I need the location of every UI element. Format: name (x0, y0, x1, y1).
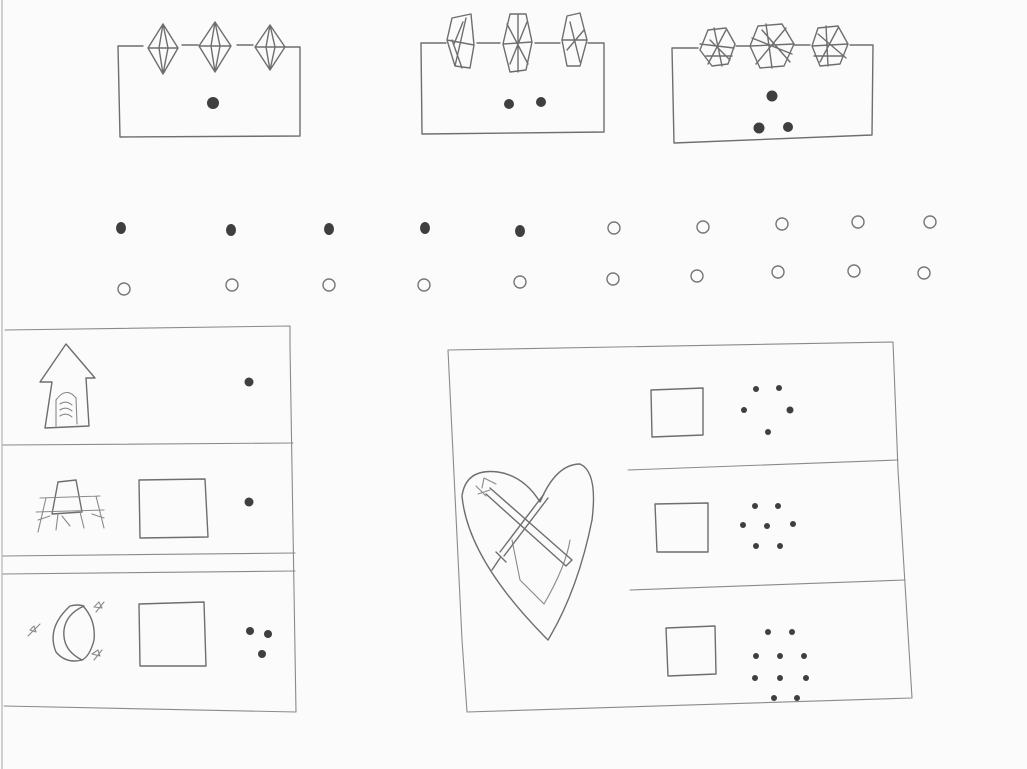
track-dot-empty (851, 215, 865, 229)
tower-arrow-icon (39, 343, 96, 429)
cracked-gem-icon (446, 13, 475, 69)
track-dot-empty (513, 275, 527, 289)
crown-dot (504, 99, 514, 109)
track-dot-empty (607, 221, 621, 235)
cracked-gem-icon (502, 13, 533, 73)
gem-icon (147, 23, 179, 75)
dot-cluster (752, 629, 809, 701)
track-dot-filled (226, 224, 236, 236)
track-dot-empty (417, 278, 431, 292)
moon-stars-icon (27, 601, 105, 662)
round-gem-icon (699, 27, 736, 67)
track-dot-empty (322, 278, 336, 292)
gem-icon (254, 24, 286, 71)
track-row-1 (116, 215, 937, 237)
track-dot-empty (771, 265, 785, 279)
resource-dot (258, 650, 266, 658)
track-dot-empty (225, 278, 239, 292)
empty-slot-box (138, 601, 207, 667)
empty-slot-box (665, 625, 717, 677)
crown-2 (420, 12, 605, 135)
resource-dot (264, 630, 272, 638)
empty-slot-box (654, 502, 709, 553)
round-gem-icon (811, 25, 849, 67)
track-dot-filled (116, 222, 126, 234)
track-dot-filled (515, 225, 525, 237)
crown-1 (117, 21, 301, 138)
track-dot-empty (847, 264, 861, 278)
crown-dot (207, 97, 219, 109)
resource-dot (244, 377, 254, 387)
crown-dot (753, 122, 765, 134)
dot-cluster (740, 503, 796, 549)
crown-dot (536, 97, 546, 107)
cracked-gem-icon (561, 12, 588, 67)
heart-swords-icon (461, 463, 595, 641)
track-dot-empty (917, 266, 931, 280)
crown-3 (671, 23, 874, 144)
resource-dot (244, 497, 254, 507)
track-dot-empty (117, 282, 131, 296)
track-row-2 (117, 264, 931, 296)
right-panel (447, 341, 913, 713)
track-dot-empty (696, 220, 710, 234)
track-dot-filled (420, 222, 430, 234)
track-dot-filled (324, 223, 334, 235)
track-dot-empty (775, 217, 789, 231)
track-dot-empty (923, 215, 937, 229)
track-dot-empty (690, 269, 704, 283)
empty-slot-box (138, 478, 209, 539)
crown-dot (783, 122, 793, 132)
left-panel (2, 325, 297, 713)
resource-dot (246, 627, 254, 635)
round-gem-icon (749, 23, 795, 69)
empty-slot-box (650, 387, 704, 438)
crown-dot (766, 90, 778, 102)
table-icon (35, 479, 105, 533)
gem-icon (198, 21, 232, 73)
track-dot-empty (606, 272, 620, 286)
dot-cluster (741, 385, 794, 435)
